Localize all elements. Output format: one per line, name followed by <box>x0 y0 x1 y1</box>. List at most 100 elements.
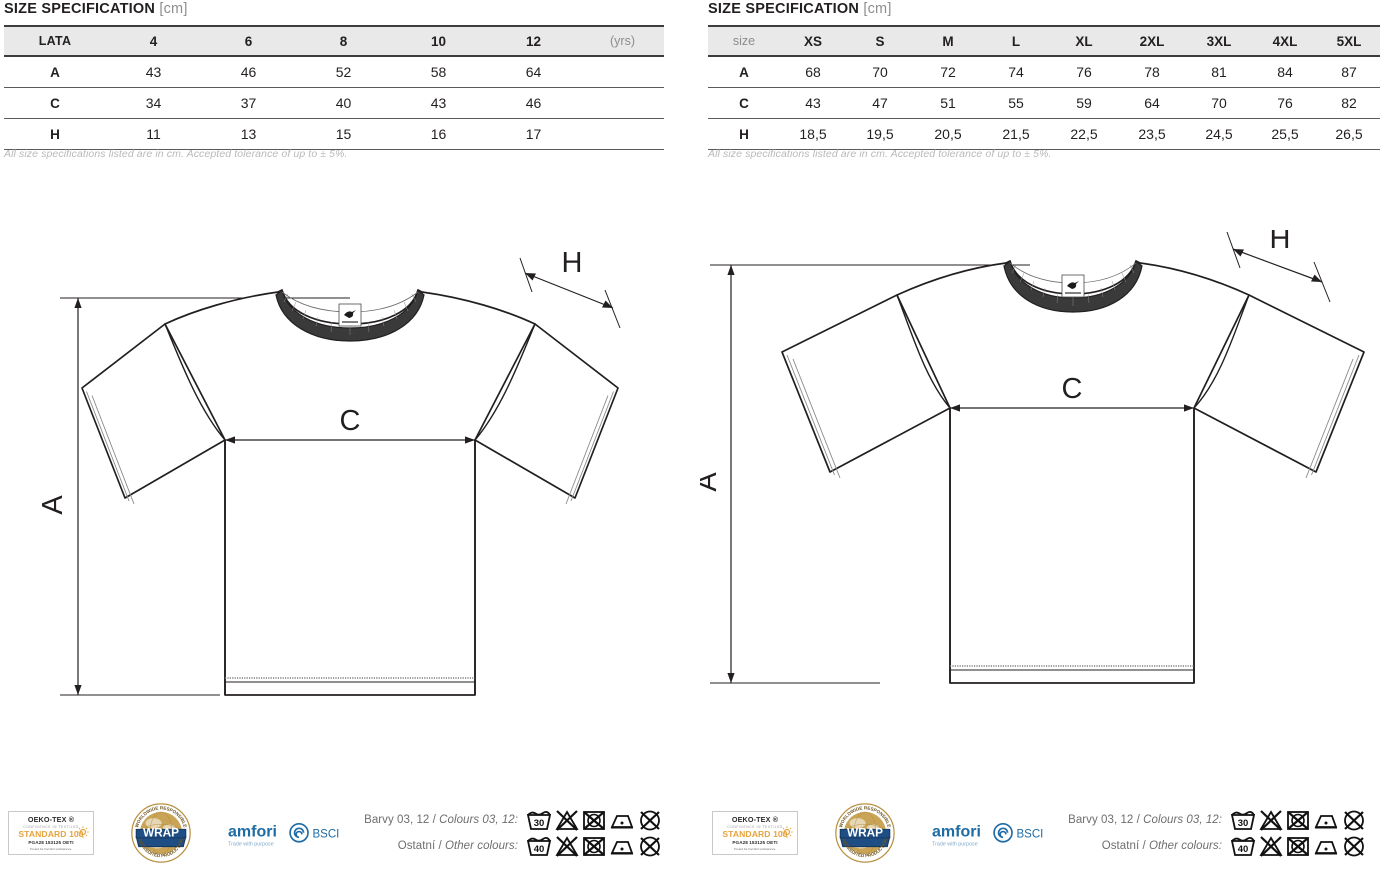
care-instructions-left: Barvy 03, 12 / Colours 03, 12: 30 <box>360 807 662 859</box>
care-label-en: Other colours: <box>1148 840 1222 852</box>
care-label-cz: Ostatní / <box>397 840 442 852</box>
cell-a-4xl: 84 <box>1252 56 1318 88</box>
no-tumble-dry-icon <box>1287 837 1309 856</box>
cell-c-xs: 43 <box>780 87 846 119</box>
cell-h-5xl: 26,5 <box>1318 118 1380 150</box>
wash-40-icon: 40 <box>526 836 552 856</box>
col-header-2xl: 2XL <box>1118 25 1186 57</box>
care-label-other: Ostatní / Other colours: <box>360 840 518 852</box>
neck-label-icon <box>338 303 362 327</box>
col-header-6: 6 <box>201 25 296 57</box>
oeko-tex-label: OEKO-TEX ® CONFIDENCE IN TEXTILES STANDA… <box>8 811 94 855</box>
table-row: C 43 47 51 55 59 64 70 76 82 <box>708 87 1380 119</box>
no-tumble-dry-icon <box>1287 811 1309 830</box>
amfori-tagline: Trade with purpose <box>228 842 274 848</box>
cell-c-xl: 59 <box>1050 87 1118 119</box>
oeko-title: OEKO-TEX ® <box>731 815 779 824</box>
cell-c-s: 47 <box>846 87 914 119</box>
cell-a-10: 58 <box>391 56 486 88</box>
hem-stitch <box>225 677 475 683</box>
cell-c-4: 34 <box>106 87 201 119</box>
bsci-wordmark: BSCI <box>1016 828 1043 840</box>
cell-c-4xl: 76 <box>1252 87 1318 119</box>
cell-c-l: 55 <box>982 87 1050 119</box>
care-label-cz: Barvy 03, 12 / <box>1068 814 1140 826</box>
care-instructions-right: Barvy 03, 12 / Colours 03, 12: 30 <box>1064 807 1366 859</box>
wrap-logo: WRAP WORLDWIDE RESPONSIBLE ACCREDITED PR… <box>128 802 194 864</box>
oeko-standard: STANDARD 100 <box>18 829 84 839</box>
cell-h-m: 20,5 <box>914 118 982 150</box>
care-row-other: Ostatní / Other colours: 40 <box>360 833 662 859</box>
amfori-spiral-icon <box>289 823 309 843</box>
row-label-c: C <box>708 87 780 119</box>
row-label-a: A <box>708 56 780 88</box>
oeko-subtitle: CONFIDENCE IN TEXTILES <box>23 824 79 829</box>
oeko-certnumber: PGA28 153125 OETI <box>28 840 74 845</box>
cell-a-4: 43 <box>106 56 201 88</box>
iron-one-dot-icon <box>610 815 634 829</box>
table-header-row: LATA 4 6 8 10 12 (yrs) <box>4 25 664 57</box>
care-label-en: Colours 03, 12: <box>439 814 518 826</box>
dimension-label-c: C <box>340 405 361 437</box>
cell-h-4: 11 <box>106 118 201 150</box>
dimension-line-h <box>524 272 614 309</box>
iron-one-dot-icon <box>610 841 634 855</box>
bsci-wordmark: BSCI <box>312 828 339 840</box>
cell-h-4xl: 25,5 <box>1252 118 1318 150</box>
panel-kids: SIZE SPECIFICATION [cm] LATA 4 6 8 10 12… <box>0 1 700 871</box>
collar <box>275 288 425 342</box>
oeko-tested: Tested for harmful substances. <box>29 846 73 851</box>
cell-h-xs: 18,5 <box>780 118 846 150</box>
cell-h-2xl: 23,5 <box>1118 118 1186 150</box>
oeko-subtitle: CONFIDENCE IN TEXTILES <box>727 824 783 829</box>
cell-h-8: 15 <box>296 118 391 150</box>
row-label-a: A <box>4 56 106 88</box>
cell-h-xl: 22,5 <box>1050 118 1118 150</box>
care-label-other: Ostatní / Other colours: <box>1064 840 1222 852</box>
collar <box>1003 259 1143 313</box>
iron-one-dot-icon <box>1314 841 1338 855</box>
oeko-certnumber: PGA28 153125 OETI <box>732 840 778 845</box>
wash-temp-text: 30 <box>534 818 545 829</box>
cell-h-6: 13 <box>201 118 296 150</box>
amfori-wordmark: amfori <box>228 824 277 841</box>
col-header-8: 8 <box>296 25 391 57</box>
cell-h-12: 17 <box>486 118 581 150</box>
row-label-h: H <box>4 118 106 150</box>
cell-c-blank <box>581 87 664 119</box>
row-label-c: C <box>4 87 106 119</box>
col-header-5xl: 5XL <box>1318 25 1380 57</box>
page-title-left: SIZE SPECIFICATION [cm] <box>4 1 188 17</box>
col-header-xl: XL <box>1050 25 1118 57</box>
care-label-colours: Barvy 03, 12 / Colours 03, 12: <box>1064 814 1222 826</box>
spec-title-unit: [cm] <box>159 1 188 17</box>
wrap-wordmark: WRAP <box>143 827 179 840</box>
cell-h-s: 19,5 <box>846 118 914 150</box>
wash-30-icon: 30 <box>1230 810 1256 830</box>
table-row: H 18,5 19,5 20,5 21,5 22,5 23,5 24,5 25,… <box>708 118 1380 150</box>
cell-c-2xl: 64 <box>1118 87 1186 119</box>
cell-a-2xl: 78 <box>1118 56 1186 88</box>
col-header-xs: XS <box>780 25 846 57</box>
cell-c-3xl: 70 <box>1186 87 1252 119</box>
oeko-url: www.oeko-tex.com/standard100 <box>28 852 74 855</box>
dimension-label-h: H <box>562 247 583 279</box>
col-header-lata: LATA <box>4 25 106 57</box>
footer-certifications-right: OEKO-TEX ® CONFIDENCE IN TEXTILES STANDA… <box>700 795 1398 871</box>
oeko-standard: STANDARD 100 <box>722 829 788 839</box>
oeko-title: OEKO-TEX ® <box>27 815 75 824</box>
cell-a-12: 64 <box>486 56 581 88</box>
cell-a-xl: 76 <box>1050 56 1118 88</box>
no-dry-clean-icon <box>640 836 660 857</box>
wrap-wordmark: WRAP <box>847 827 883 840</box>
oeko-tex-label: OEKO-TEX ® CONFIDENCE IN TEXTILES STANDA… <box>712 811 798 855</box>
cell-c-6: 37 <box>201 87 296 119</box>
oeko-url: www.oeko-tex.com/standard100 <box>732 852 778 855</box>
cell-a-s: 70 <box>846 56 914 88</box>
amfori-bsci-logo: amfori Trade with purpose BSCI <box>228 821 356 851</box>
oeko-tested: Tested for harmful substances. <box>733 846 777 851</box>
footer-certifications-left: OEKO-TEX ® CONFIDENCE IN TEXTILES STANDA… <box>0 795 700 871</box>
col-header-size: size <box>708 25 780 57</box>
row-label-h: H <box>708 118 780 150</box>
spec-title-text: SIZE SPECIFICATION <box>708 1 860 17</box>
